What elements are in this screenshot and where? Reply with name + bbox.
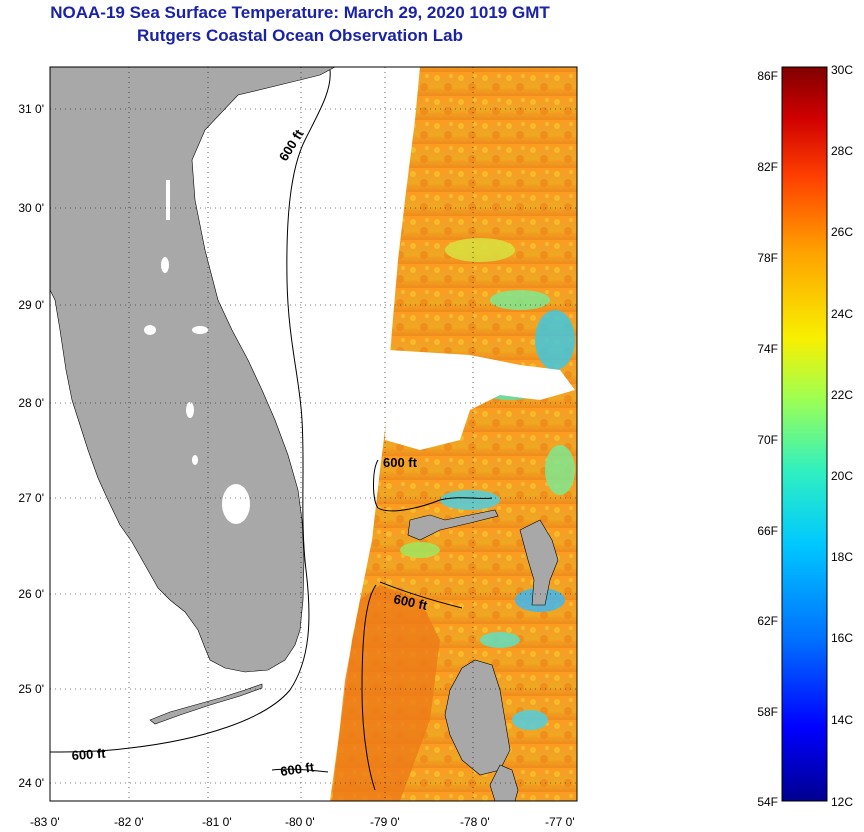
lat-tick-label: 24 0' <box>18 776 44 790</box>
bathymetry-contours <box>50 69 493 791</box>
colorbar-label-f: 62F <box>757 614 778 628</box>
longitude-axis: -83 0' -82 0' -81 0' -80 0' -79 0' -78 0… <box>30 815 575 829</box>
florida-keys <box>149 683 263 725</box>
map-subtitle: Rutgers Coastal Ocean Observation Lab <box>137 26 463 45</box>
lon-tick-label: -81 0' <box>202 815 232 829</box>
colorbar-label-f: 54F <box>757 795 778 809</box>
map-title: NOAA-19 Sea Surface Temperature: March 2… <box>50 3 550 22</box>
lake-okeechobee <box>222 484 250 524</box>
abaco-islands <box>519 519 559 606</box>
colorbar-label-f: 74F <box>757 342 778 356</box>
contour-label-600ft-bahamas-south: 600 ft <box>392 591 429 613</box>
colorbar-label-f: 66F <box>757 524 778 538</box>
lat-tick-label: 28 0' <box>18 396 44 410</box>
cloud-cover <box>385 350 575 450</box>
lon-tick-label: -77 0' <box>545 815 575 829</box>
colorbar <box>781 66 828 802</box>
colorbar-fahrenheit-labels: 86F 82F 78F 74F 70F 66F 62F 58F 54F <box>757 69 778 809</box>
colorbar-label-c: 22C <box>831 388 853 402</box>
lon-tick-label: -79 0' <box>370 815 400 829</box>
grand-bahama <box>407 509 499 541</box>
contour-label-600ft-south: 600 ft <box>279 759 315 779</box>
florida-landmass <box>50 67 336 673</box>
colorbar-label-f: 82F <box>757 160 778 174</box>
plot-frame <box>49 66 578 802</box>
colorbar-label-f: 58F <box>757 705 778 719</box>
lat-tick-label: 25 0' <box>18 682 44 696</box>
colorbar-label-c: 16C <box>831 631 853 645</box>
lat-tick-label: 29 0' <box>18 298 44 312</box>
lat-tick-label: 26 0' <box>18 587 44 601</box>
lat-tick-label: 31 0' <box>18 102 44 116</box>
colorbar-label-f: 70F <box>757 433 778 447</box>
colorbar-label-c: 20C <box>831 469 853 483</box>
contour-label-600ft-keys: 600 ft <box>71 746 107 763</box>
colorbar-label-f: 86F <box>757 69 778 83</box>
colorbar-label-c: 26C <box>831 225 853 239</box>
colorbar-label-c: 24C <box>831 307 853 321</box>
warm-water-region <box>332 585 440 801</box>
lon-tick-label: -83 0' <box>30 815 60 829</box>
contour-label-600ft-bahamas-north: 600 ft <box>383 455 418 470</box>
lat-tick-label: 30 0' <box>18 201 44 215</box>
lat-tick-label: 27 0' <box>18 491 44 505</box>
lon-tick-label: -78 0' <box>460 815 490 829</box>
colorbar-label-f: 78F <box>757 251 778 265</box>
lon-tick-label: -82 0' <box>114 815 144 829</box>
colorbar-celsius-labels: 30C 28C 26C 24C 22C 20C 18C 16C 14C 12C <box>831 63 853 809</box>
colorbar-label-c: 12C <box>831 795 853 809</box>
colorbar-label-c: 14C <box>831 713 853 727</box>
latitude-axis: 31 0' 30 0' 29 0' 28 0' 27 0' 26 0' 25 0… <box>18 102 44 790</box>
colorbar-label-c: 28C <box>831 144 853 158</box>
colorbar-label-c: 18C <box>831 550 853 564</box>
eleuthera <box>489 764 519 801</box>
colorbar-label-c: 30C <box>831 63 853 77</box>
lon-tick-label: -80 0' <box>285 815 315 829</box>
